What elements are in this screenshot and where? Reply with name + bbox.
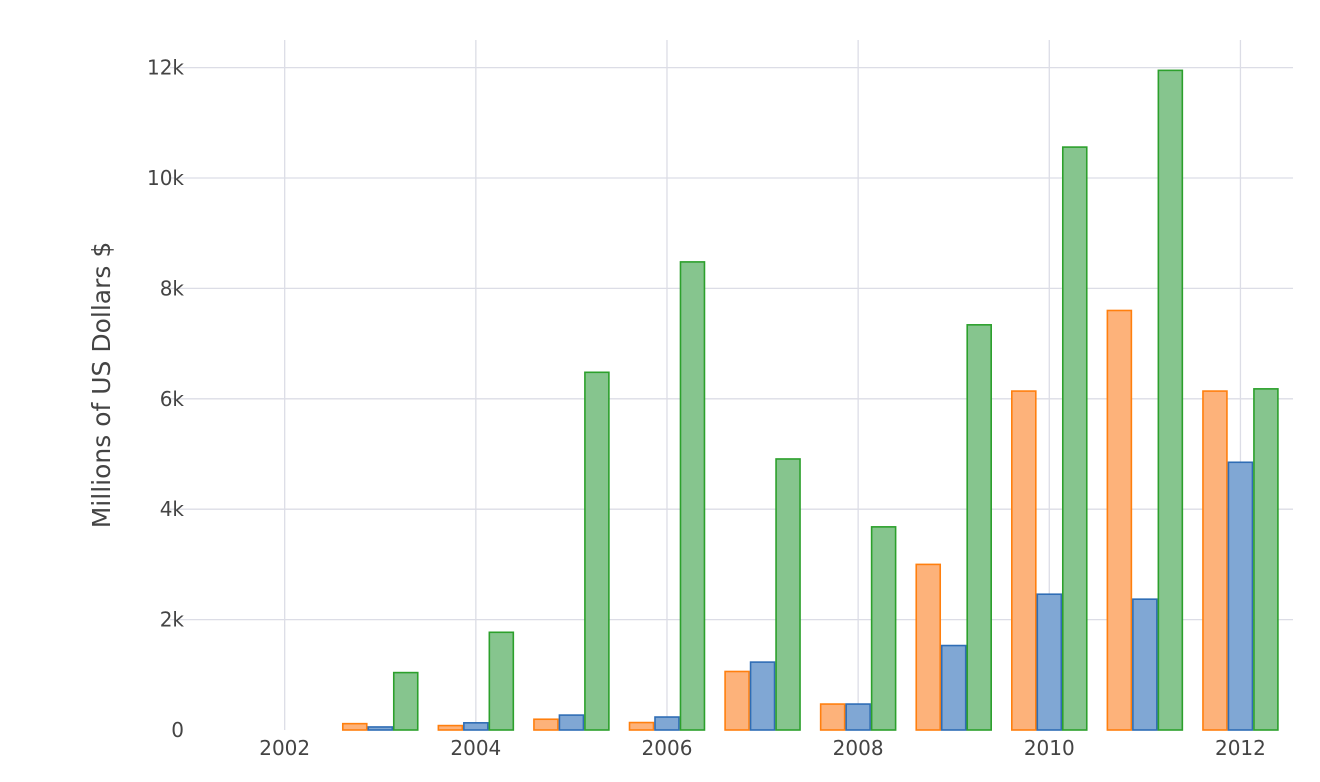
bar-series-3-2008 — [870, 526, 897, 731]
y-tick-label: 6k — [160, 387, 185, 411]
bar-series-1-2006 — [628, 721, 655, 731]
bar-series-2-2006 — [654, 716, 680, 731]
bar-series-2-2010 — [1036, 593, 1063, 731]
bar-series-3-2007 — [775, 458, 801, 731]
x-tick-label: 2012 — [1215, 736, 1266, 760]
x-tick-label: 2008 — [833, 736, 884, 760]
x-tick-label: 2010 — [1024, 736, 1075, 760]
y-tick-label: 12k — [147, 56, 184, 80]
bar-series-3-2006 — [679, 261, 706, 731]
y-tick-label: 8k — [160, 276, 185, 300]
y-axis-tick-labels: 0 2k 4k 6k 8k 10k 12k — [147, 56, 184, 742]
bar-series-3-2010 — [1061, 146, 1088, 731]
x-tick-label: 2002 — [259, 736, 310, 760]
bar-series-3-2012 — [1253, 388, 1279, 731]
bar-series-2-2012 — [1227, 461, 1254, 731]
bar-marks — [341, 69, 1279, 731]
bar-series-1-2010 — [1011, 390, 1037, 731]
bar-series-2-2009 — [940, 644, 967, 731]
bar-series-1-2003 — [341, 722, 368, 731]
x-axis-tick-labels: 2002 2004 2006 2008 2010 2012 — [259, 736, 1266, 760]
bar-series-3-2005 — [584, 371, 610, 731]
bar-series-3-2004 — [488, 631, 515, 731]
y-tick-label: 0 — [171, 718, 184, 742]
bar-series-2-2004 — [463, 722, 489, 731]
bar-series-2-2007 — [749, 661, 776, 731]
bar-series-1-2007 — [724, 670, 750, 731]
bar-series-1-2005 — [533, 718, 559, 731]
y-axis-title: Millions of US Dollars $ — [87, 242, 116, 529]
bar-series-1-2012 — [1202, 390, 1228, 731]
grid-lines — [170, 40, 1293, 730]
bar-series-2-2008 — [845, 703, 871, 731]
bar-series-3-2011 — [1157, 69, 1184, 731]
bar-series-1-2004 — [437, 724, 464, 731]
x-tick-label: 2006 — [642, 736, 693, 760]
bar-series-1-2008 — [819, 703, 846, 731]
bar-series-2-2011 — [1132, 598, 1158, 731]
bar-series-2-2005 — [558, 714, 585, 731]
bar-series-1-2011 — [1106, 309, 1133, 731]
x-tick-label: 2004 — [450, 736, 501, 760]
bar-series-3-2009 — [966, 324, 992, 731]
y-tick-label: 2k — [160, 608, 185, 632]
y-tick-label: 10k — [147, 166, 184, 190]
bar-series-1-2009 — [915, 563, 942, 731]
bar-series-2-2003 — [367, 726, 394, 731]
bar-series-3-2003 — [392, 671, 419, 731]
y-tick-label: 4k — [160, 497, 185, 521]
